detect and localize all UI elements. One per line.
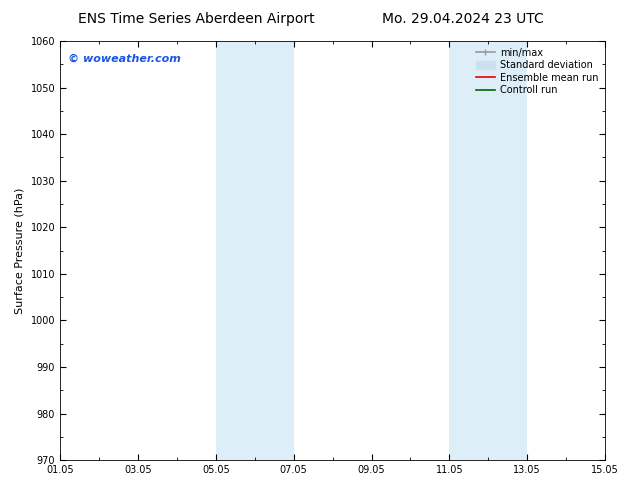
Text: ENS Time Series Aberdeen Airport: ENS Time Series Aberdeen Airport xyxy=(78,12,315,26)
Y-axis label: Surface Pressure (hPa): Surface Pressure (hPa) xyxy=(15,187,25,314)
Text: Mo. 29.04.2024 23 UTC: Mo. 29.04.2024 23 UTC xyxy=(382,12,544,26)
Bar xyxy=(216,41,294,460)
Bar xyxy=(450,41,527,460)
Legend: min/max, Standard deviation, Ensemble mean run, Controll run: min/max, Standard deviation, Ensemble me… xyxy=(474,46,600,97)
Text: © woweather.com: © woweather.com xyxy=(68,53,181,64)
